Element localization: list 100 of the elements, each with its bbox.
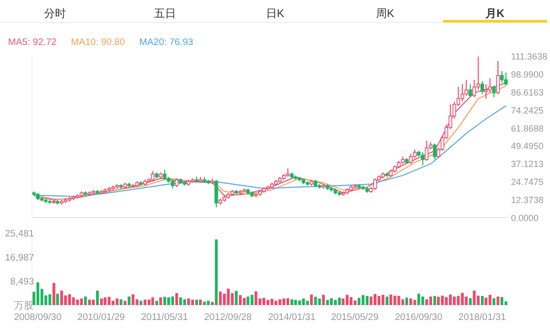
bar — [480, 296, 484, 305]
bar — [68, 294, 71, 305]
bar — [270, 298, 274, 305]
x-tick-label: 2011/05/31 — [141, 312, 188, 323]
candlestick — [373, 178, 377, 190]
x-tick-label: 2016/09/30 — [394, 312, 442, 323]
x-tick-label: 2014/01/31 — [268, 312, 316, 323]
bar — [326, 300, 329, 305]
candlestick — [480, 80, 484, 95]
bar — [409, 298, 412, 305]
candlestick — [472, 79, 476, 98]
bar — [382, 294, 384, 305]
bar — [386, 296, 388, 305]
bar — [120, 299, 122, 305]
candlestick — [496, 60, 500, 95]
y-tick-label: 25,481 — [4, 228, 34, 240]
y-tick-label: 24.7475 — [511, 177, 544, 188]
bar — [144, 300, 146, 305]
bar — [80, 298, 83, 305]
bar — [342, 298, 345, 305]
bar — [310, 294, 313, 305]
bar — [464, 296, 468, 305]
y-tick-label: 0.0000 — [511, 213, 539, 223]
candlestick — [420, 152, 425, 166]
bar — [175, 293, 178, 305]
bar — [417, 294, 420, 305]
bar — [370, 296, 372, 305]
bar — [496, 296, 500, 305]
bar — [254, 291, 258, 305]
bar — [374, 294, 376, 305]
bar — [488, 294, 492, 305]
bar — [350, 297, 352, 305]
bar — [290, 299, 294, 305]
bar — [60, 290, 63, 305]
candlestick — [214, 179, 218, 208]
bar — [88, 300, 91, 305]
candlestick — [162, 169, 166, 180]
text: 月K — [484, 8, 505, 20]
bar — [302, 298, 305, 305]
bar — [179, 297, 182, 305]
bar — [132, 294, 134, 305]
bar — [444, 297, 448, 305]
bar — [187, 298, 190, 305]
x-tick-label: 2008/09/30 — [14, 312, 62, 323]
bar — [468, 298, 472, 305]
bar — [72, 297, 75, 305]
bar — [112, 300, 114, 305]
bar — [171, 296, 174, 305]
bar — [56, 294, 59, 305]
bar — [441, 296, 444, 305]
bar — [456, 296, 460, 305]
text: MA5: 92.72 — [8, 37, 57, 48]
text: MA20: 76.93 — [139, 37, 194, 48]
bar — [128, 296, 130, 305]
text: 五日 — [154, 8, 176, 20]
bar — [250, 294, 254, 305]
bar — [140, 300, 142, 305]
bar — [452, 296, 456, 305]
candlestick — [460, 84, 464, 102]
bar — [278, 299, 282, 305]
bar — [124, 300, 126, 305]
candlestick — [150, 170, 154, 182]
bar — [472, 290, 476, 305]
bar — [378, 296, 380, 305]
y-tick-label: 111.3638 — [511, 52, 548, 62]
candlestick — [504, 72, 508, 86]
bar — [460, 292, 464, 305]
bar — [286, 298, 290, 305]
bar — [449, 294, 452, 305]
bar — [199, 300, 202, 305]
bar — [214, 239, 218, 305]
y-tick-label: 12.3738 — [511, 195, 544, 206]
bar — [226, 288, 230, 305]
bar — [52, 282, 56, 305]
bar — [167, 297, 170, 305]
bar — [274, 300, 278, 305]
x-tick-label: 2015/05/29 — [330, 312, 378, 323]
text: 日K — [266, 8, 285, 20]
x-tick-label: 2018/01/31 — [458, 312, 506, 323]
bar — [84, 296, 87, 305]
bar — [116, 298, 118, 305]
bar — [437, 296, 440, 305]
bar — [266, 300, 270, 305]
y-tick-label: 86.6163 — [511, 87, 544, 98]
bar — [238, 295, 242, 305]
bar — [211, 302, 214, 305]
bar — [76, 300, 79, 305]
bar — [314, 296, 317, 305]
bar — [354, 300, 356, 305]
line-series — [33, 105, 506, 197]
y-tick-label: 万股 — [14, 300, 34, 312]
bar — [306, 300, 309, 305]
candlestick — [492, 85, 496, 98]
y-tick-label: 49.4950 — [511, 141, 544, 152]
bar — [338, 298, 341, 305]
y-tick-label: 98.9900 — [511, 69, 544, 80]
bar — [484, 298, 488, 305]
candlestick — [408, 153, 413, 164]
text: 周K — [376, 8, 395, 20]
y-tick-label: 16,987 — [4, 252, 34, 264]
